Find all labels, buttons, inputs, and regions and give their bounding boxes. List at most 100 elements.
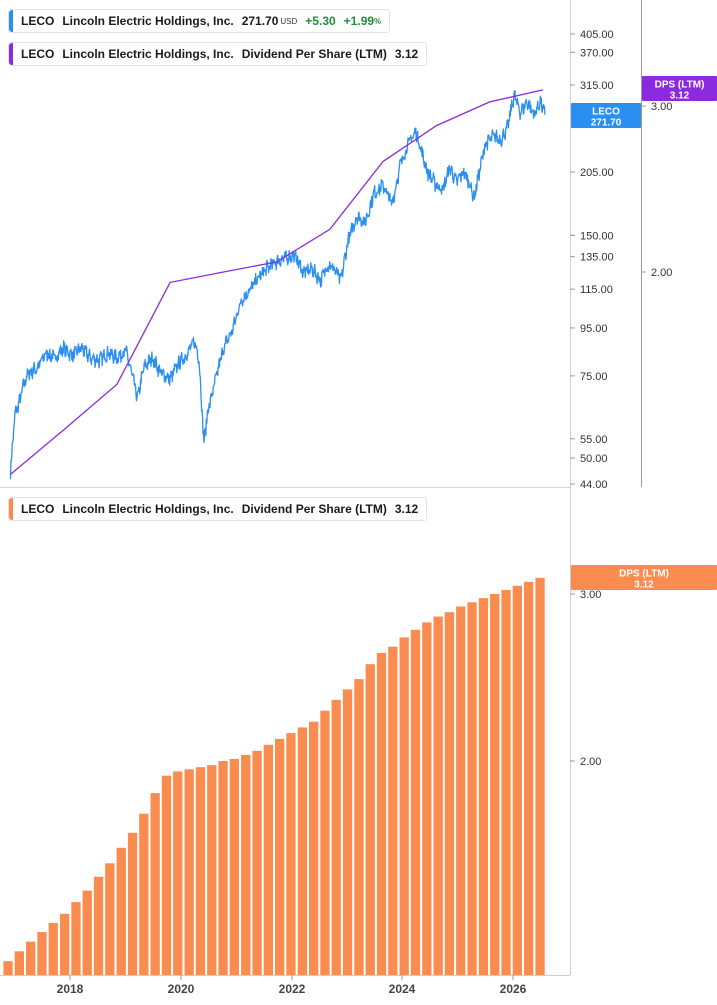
dps-bar bbox=[116, 847, 126, 975]
dps-bar bbox=[388, 646, 398, 975]
dps-bar bbox=[331, 699, 341, 975]
price-tick-label: 50.00 bbox=[580, 453, 608, 465]
legend-dps-bottom[interactable]: LECO Lincoln Electric Holdings, Inc. Div… bbox=[8, 497, 428, 521]
price-tick-label: 315.00 bbox=[580, 80, 614, 92]
dps-bar bbox=[320, 710, 330, 975]
dps-bar bbox=[14, 951, 24, 975]
dps-bar bbox=[150, 793, 160, 975]
dps-series-line bbox=[10, 89, 544, 475]
dps-bar bbox=[161, 775, 172, 975]
dps-tick-label: 2.00 bbox=[651, 267, 672, 279]
dps-bar bbox=[37, 932, 47, 975]
dps-bar bbox=[184, 769, 194, 975]
dps-bottom-badge-bg bbox=[571, 565, 717, 590]
price-chart[interactable] bbox=[9, 89, 546, 480]
dps-bar bbox=[127, 832, 138, 975]
dps-bottom-badge: DPS (LTM)3.12 bbox=[571, 565, 717, 591]
dps-bar bbox=[286, 733, 296, 975]
dps-bar bbox=[535, 577, 545, 975]
x-tick-label: 2018 bbox=[57, 982, 84, 996]
x-tick-label: 2022 bbox=[279, 982, 306, 996]
price-tick-label: 55.00 bbox=[580, 434, 608, 446]
legend-dps-top-swatch bbox=[9, 43, 13, 65]
dps-bar bbox=[490, 594, 500, 975]
dps-bar bbox=[275, 738, 285, 975]
dps-bar-chart[interactable] bbox=[3, 577, 545, 975]
legend-dps-top[interactable]: LECO Lincoln Electric Holdings, Inc. Div… bbox=[8, 42, 428, 66]
price-series-line bbox=[9, 90, 546, 480]
dps-bar bbox=[365, 664, 375, 975]
price-tick-label: 75.00 bbox=[580, 371, 608, 383]
legend-dps-top-ticker: LECO bbox=[21, 47, 55, 61]
dps-bottom-badge-line2: 3.12 bbox=[634, 580, 654, 591]
axes: 405.00 370.00 315.00 205.00 150.00 135.00 115.… bbox=[57, 29, 673, 996]
legend-dps-top-metric: Dividend Per Share (LTM) bbox=[241, 47, 387, 61]
price-tick-label: 370.00 bbox=[580, 47, 614, 59]
dps-bar bbox=[354, 679, 364, 975]
dps-top-badge: DPS (LTM)3.12 bbox=[642, 76, 717, 102]
dps-bar bbox=[376, 652, 387, 975]
axis-frames bbox=[0, 0, 642, 976]
dps-bar bbox=[241, 754, 251, 975]
x-tick-label: 2020 bbox=[168, 982, 195, 996]
dps-bar bbox=[26, 941, 36, 975]
legend-price-value: 271.70 bbox=[241, 14, 279, 28]
legend-price[interactable]: LECO Lincoln Electric Holdings, Inc. 271… bbox=[8, 9, 391, 33]
dps-bar bbox=[60, 913, 70, 975]
dps-bar bbox=[139, 813, 149, 975]
dps-bar bbox=[263, 744, 273, 975]
dps-bar bbox=[71, 902, 81, 975]
dps-bar bbox=[218, 761, 228, 975]
price-tick-label: 135.00 bbox=[580, 252, 614, 264]
price-tick-label: 44.00 bbox=[580, 479, 608, 491]
dps-bar bbox=[309, 721, 319, 975]
dps-bar bbox=[297, 727, 307, 975]
price-tick-label: 115.00 bbox=[580, 284, 613, 296]
x-tick-label: 2024 bbox=[389, 982, 416, 996]
dps-bar bbox=[342, 689, 353, 975]
legend-price-pct-sign: % bbox=[374, 16, 382, 26]
dps-bar bbox=[524, 581, 534, 975]
legend-price-company: Lincoln Electric Holdings, Inc. bbox=[62, 14, 234, 28]
dps-bar bbox=[444, 612, 455, 975]
legend-dps-bottom-ticker: LECO bbox=[21, 502, 55, 516]
dps-bar bbox=[512, 585, 522, 975]
dps-tick-label: 3.00 bbox=[651, 101, 672, 113]
bar-y-tick-label: 3.00 bbox=[580, 589, 601, 601]
x-tick-label: 2026 bbox=[500, 982, 527, 996]
dps-top-badge-bg bbox=[642, 76, 717, 101]
dps-bar bbox=[229, 758, 239, 975]
price-badge-bg bbox=[571, 103, 641, 128]
legend-price-currency: USD bbox=[280, 16, 298, 26]
dps-bar bbox=[456, 606, 466, 975]
dps-bar bbox=[501, 589, 511, 975]
legend-price-change-pct: +1.99 bbox=[343, 14, 375, 28]
price-badge-line2: 271.70 bbox=[591, 118, 622, 129]
dps-bar bbox=[410, 629, 421, 975]
dps-top-badge-line2: 3.12 bbox=[670, 91, 690, 102]
dps-bottom-badge-line1: DPS (LTM) bbox=[619, 569, 669, 580]
dps-bar bbox=[399, 637, 409, 975]
price-tick-label: 205.00 bbox=[580, 167, 614, 179]
dps-bar bbox=[3, 961, 13, 975]
dps-bar bbox=[173, 771, 183, 975]
legend-dps-bottom-value: 3.12 bbox=[394, 502, 419, 516]
dps-bar bbox=[48, 922, 58, 975]
legend-price-change: +5.30 bbox=[305, 14, 336, 28]
dps-bar bbox=[252, 750, 262, 975]
legend-dps-top-value: 3.12 bbox=[394, 47, 419, 61]
bar-y-tick-label: 2.00 bbox=[580, 756, 601, 768]
dps-bar bbox=[105, 863, 115, 975]
dps-bar bbox=[478, 598, 489, 975]
price-tick-label: 150.00 bbox=[580, 230, 614, 242]
dps-bar bbox=[207, 765, 217, 975]
dps-bar bbox=[195, 767, 206, 975]
price-tick-label: 95.00 bbox=[580, 323, 608, 335]
legend-price-swatch bbox=[9, 10, 13, 32]
price-tick-label: 405.00 bbox=[580, 29, 614, 41]
price-badge-line1: LECO bbox=[592, 107, 620, 118]
legend-dps-bottom-swatch bbox=[9, 498, 13, 520]
